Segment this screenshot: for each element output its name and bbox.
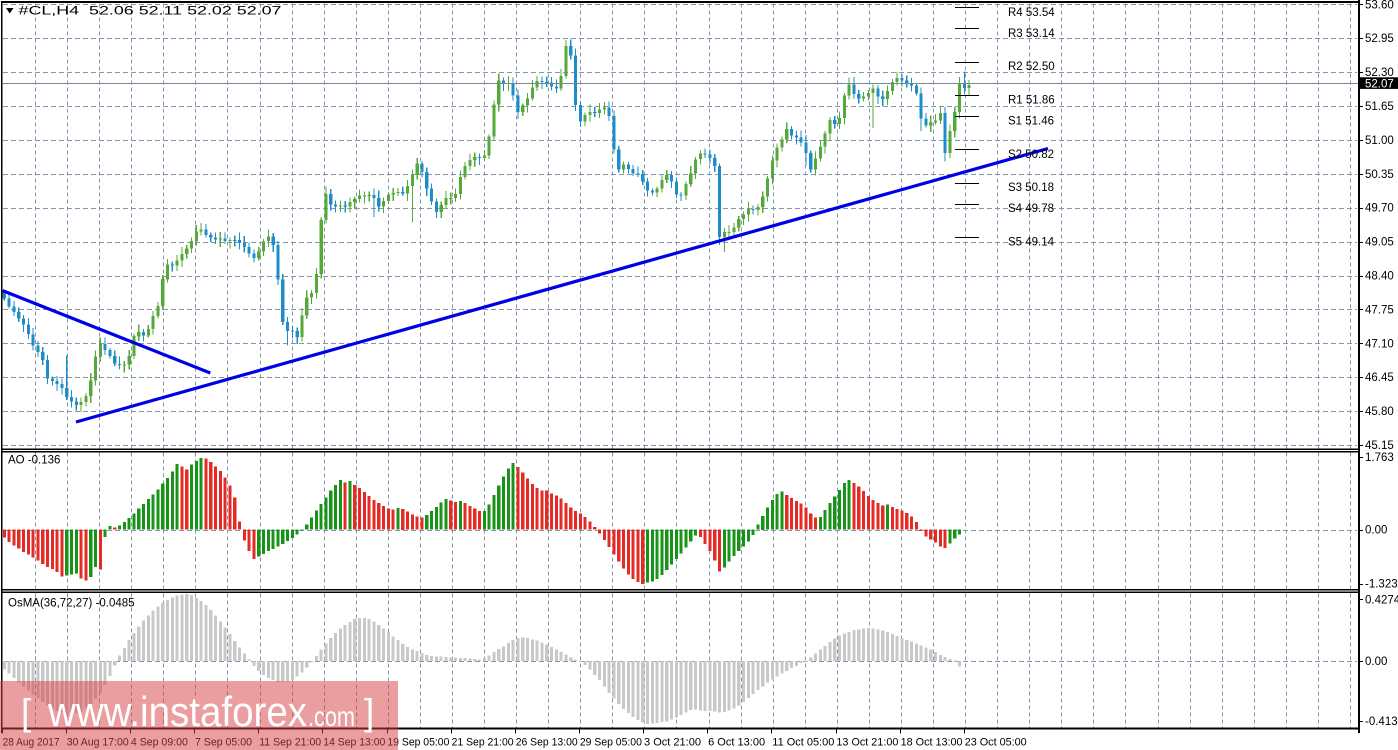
svg-text:R3 53.14: R3 53.14	[1008, 28, 1055, 40]
svg-text:51.65: 51.65	[1365, 101, 1394, 113]
svg-text:R1 51.86: R1 51.86	[1008, 95, 1055, 107]
svg-text:-0.4136: -0.4136	[1365, 716, 1398, 728]
svg-text:0.4274: 0.4274	[1365, 594, 1398, 606]
svg-text:47.75: 47.75	[1365, 304, 1394, 316]
svg-text:45.15: 45.15	[1365, 440, 1394, 452]
svg-text:R4 53.54: R4 53.54	[1008, 7, 1055, 19]
svg-text:23 Oct 05:00: 23 Oct 05:00	[965, 737, 1027, 749]
svg-text:47.10: 47.10	[1365, 338, 1394, 350]
svg-text:52.30: 52.30	[1365, 67, 1394, 79]
svg-text:AO -0.136: AO -0.136	[8, 455, 60, 467]
svg-text:52.07: 52.07	[1365, 78, 1394, 90]
svg-text:51.00: 51.00	[1365, 135, 1394, 147]
svg-text:S5 49.14: S5 49.14	[1008, 236, 1055, 248]
svg-text:26 Sep 13:00: 26 Sep 13:00	[516, 737, 578, 749]
svg-text:#CL,H4 52.06 52.11 52.02 52.0: #CL,H4 52.06 52.11 52.02 52.07	[19, 6, 282, 18]
svg-text:6 Oct 13:00: 6 Oct 13:00	[708, 737, 765, 749]
svg-text:19 Sep 05:00: 19 Sep 05:00	[387, 737, 449, 749]
svg-text:50.35: 50.35	[1365, 169, 1394, 181]
svg-text:[: [	[21, 692, 31, 733]
svg-text:18 Oct 13:00: 18 Oct 13:00	[901, 737, 963, 749]
svg-text:S3 50.18: S3 50.18	[1008, 182, 1054, 194]
svg-text:52.95: 52.95	[1365, 33, 1394, 45]
svg-text:13 Oct 21:00: 13 Oct 21:00	[836, 737, 898, 749]
svg-text:-1.323: -1.323	[1365, 579, 1398, 591]
svg-text:49.70: 49.70	[1365, 203, 1394, 215]
svg-text:S4 49.78: S4 49.78	[1008, 203, 1054, 215]
svg-text:]: ]	[364, 692, 374, 733]
svg-text:29 Sep 05:00: 29 Sep 05:00	[580, 737, 642, 749]
svg-text:49.05: 49.05	[1365, 237, 1394, 249]
svg-text:21 Sep 21:00: 21 Sep 21:00	[452, 737, 514, 749]
svg-text:OsMA(36,72,27) -0.0485: OsMA(36,72,27) -0.0485	[8, 598, 135, 610]
svg-text:1.763: 1.763	[1365, 452, 1394, 464]
svg-text:45.80: 45.80	[1365, 406, 1394, 418]
svg-text:R2 52.50: R2 52.50	[1008, 61, 1055, 73]
svg-text:11 Oct 05:00: 11 Oct 05:00	[772, 737, 834, 749]
svg-text:0.00: 0.00	[1365, 525, 1387, 537]
svg-text:53.60: 53.60	[1365, 0, 1394, 11]
svg-text:www.instaforex: www.instaforex	[47, 688, 307, 735]
svg-text:.com: .com	[308, 701, 355, 732]
svg-text:46.45: 46.45	[1365, 372, 1394, 384]
svg-text:S1 51.46: S1 51.46	[1008, 115, 1054, 127]
svg-text:3 Oct 21:00: 3 Oct 21:00	[644, 737, 701, 749]
svg-text:0.00: 0.00	[1365, 656, 1387, 668]
svg-text:48.40: 48.40	[1365, 271, 1394, 283]
svg-text:S2 50.82: S2 50.82	[1008, 149, 1054, 161]
